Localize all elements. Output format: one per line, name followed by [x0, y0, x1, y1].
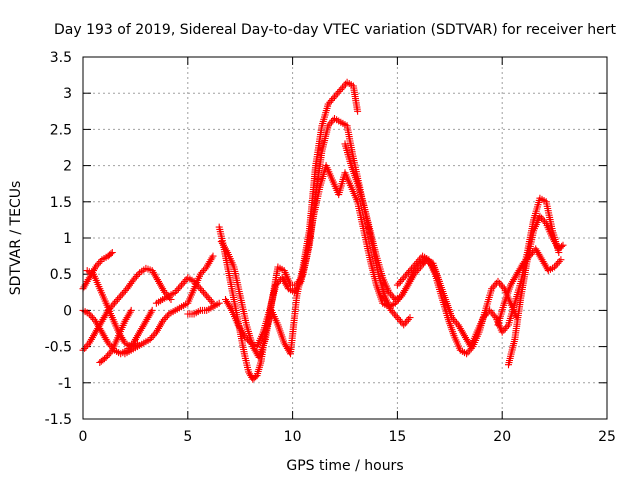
data-point-markers [152, 274, 217, 307]
data-points [79, 78, 567, 383]
series-track-4 [83, 267, 141, 351]
y-tick-label: 3.5 [50, 50, 72, 66]
x-tick-label: 5 [183, 429, 192, 445]
data-point-markers [494, 245, 565, 329]
y-tick-label: -1.5 [45, 412, 72, 428]
y-tick-label: -1 [58, 376, 72, 392]
data-point-markers [96, 306, 135, 366]
x-tick-label: 10 [284, 429, 302, 445]
x-tick-label: 20 [493, 429, 511, 445]
y-tick-labels: -1.5 -1 -0.5 0 0.5 1 1.5 2 2.5 3 3.5 [45, 50, 72, 428]
y-tick-label: 0.5 [50, 267, 72, 283]
series-track-15 [494, 245, 565, 329]
y-tick-label: 3 [63, 86, 72, 102]
x-tick-label: 25 [598, 429, 616, 445]
y-tick-label: 1.5 [50, 195, 72, 211]
y-tick-label: 1 [63, 231, 72, 247]
x-tick-label: 15 [388, 429, 406, 445]
series-track-7 [152, 274, 217, 307]
plot-frame [82, 56, 608, 420]
y-axis-label: SDTVAR / TECUs [8, 181, 24, 296]
data-point-markers [83, 267, 141, 351]
x-axis-label: GPS time / hours [286, 458, 403, 474]
grid [83, 57, 607, 419]
chart-title: Day 193 of 2019, Sidereal Day-to-day VTE… [54, 22, 616, 38]
series-track-5 [96, 306, 135, 366]
series-track-6 [121, 252, 217, 358]
y-tick-label: 2.5 [50, 122, 72, 138]
x-tick-labels: 0 5 10 15 20 25 [79, 429, 616, 445]
y-tick-label: 2 [63, 159, 72, 175]
data-point-markers [184, 299, 223, 318]
data-point-markers [121, 252, 217, 358]
y-tick-label: 0 [63, 303, 72, 319]
y-tick-label: -0.5 [45, 340, 72, 356]
x-tick-label: 0 [79, 429, 88, 445]
series-track-8 [184, 299, 223, 318]
